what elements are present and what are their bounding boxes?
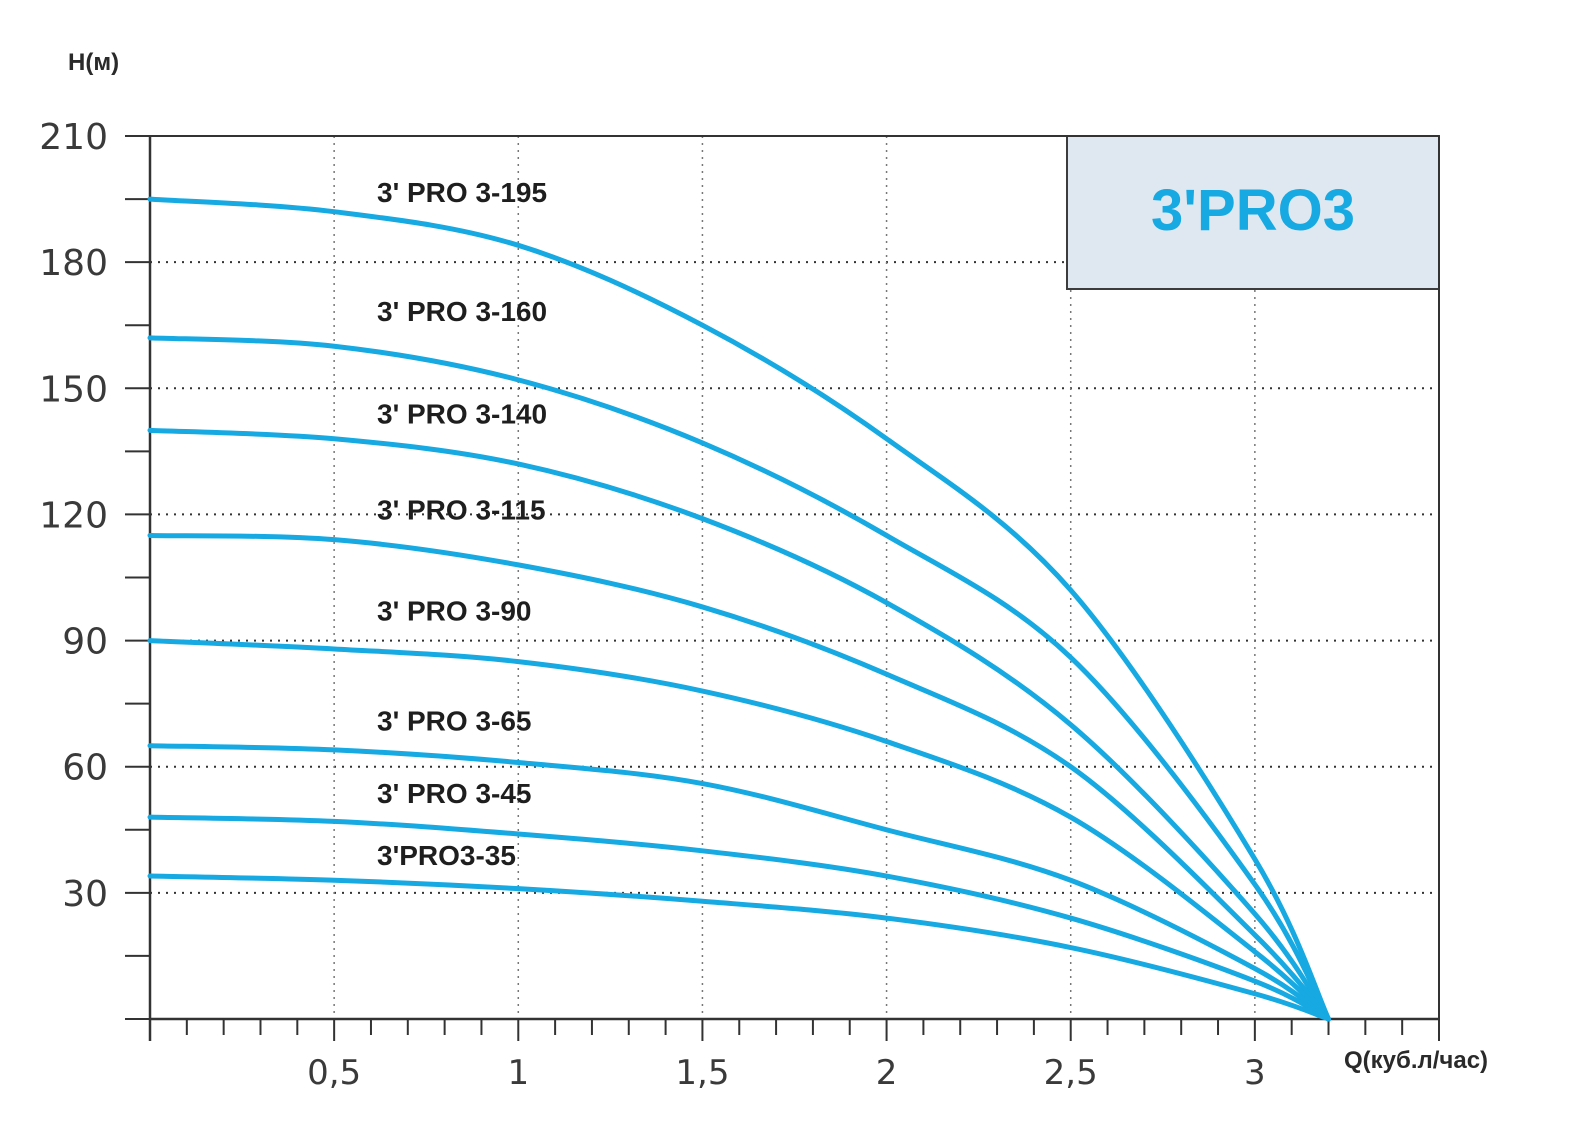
series-label: 3' PRO 3-90 — [377, 596, 532, 627]
series-line — [147, 873, 1332, 1022]
series-curves — [147, 196, 1332, 1022]
series-line — [147, 743, 1332, 1022]
series-line — [147, 196, 1332, 1022]
x-tick-label: 2,5 — [1044, 1053, 1098, 1093]
y-axis-title: H(м) — [68, 49, 119, 76]
series-line — [147, 814, 1332, 1022]
series-line — [147, 638, 1332, 1022]
axes — [125, 135, 1440, 1041]
y-tick-label: 30 — [62, 874, 108, 915]
series-label: 3' PRO 3-140 — [377, 398, 547, 429]
series-labels: 3' PRO 3-195 3' PRO 3-160 3' PRO 3-140 3' P… — [377, 177, 547, 871]
series-line — [147, 532, 1332, 1022]
tick-labels: 30 60 90 120 150 180 210 0,5 1 1,5 2 2,5 3 — [39, 117, 1265, 1093]
y-tick-label: 150 — [39, 369, 108, 410]
x-axis-title: Q(куб.л/час) — [1344, 1047, 1488, 1074]
title-box: 3'PRO3 — [1066, 135, 1440, 290]
series-label: 3' PRO 3-160 — [377, 296, 547, 327]
series-line — [147, 427, 1332, 1022]
y-tick-label: 120 — [39, 495, 108, 536]
series-label: 3'PRO3-35 — [377, 840, 516, 871]
series-line — [147, 335, 1332, 1022]
y-tick-label: 210 — [39, 117, 108, 158]
y-tick-label: 180 — [39, 243, 108, 284]
series-label: 3' PRO 3-195 — [377, 177, 547, 208]
series-label: 3' PRO 3-45 — [377, 778, 532, 809]
y-tick-label: 60 — [62, 748, 108, 789]
y-tick-label: 90 — [62, 622, 108, 663]
x-tick-label: 1,5 — [675, 1053, 729, 1093]
x-tick-label: 2 — [876, 1053, 898, 1093]
x-tick-label: 3 — [1244, 1053, 1266, 1093]
x-tick-label: 0,5 — [307, 1053, 361, 1093]
series-label: 3' PRO 3-115 — [377, 494, 546, 525]
title-box-background — [1066, 135, 1440, 290]
chart-title: 3'PRO3 — [1151, 178, 1355, 243]
x-tick-label: 1 — [507, 1053, 529, 1093]
series-label: 3' PRO 3-65 — [377, 706, 532, 737]
